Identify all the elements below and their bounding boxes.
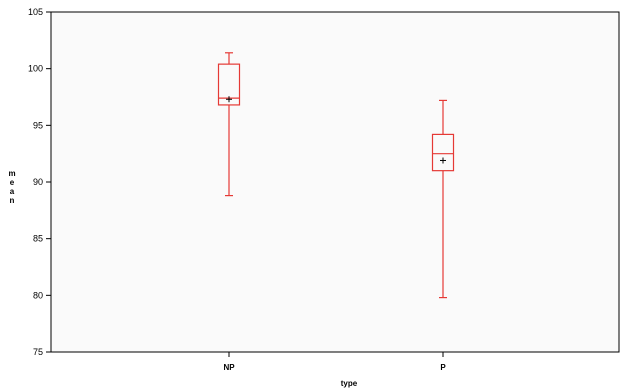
- y-tick-label-90: 90: [33, 177, 43, 187]
- x-tick-label-P: P: [440, 363, 446, 372]
- iqr-box-NP: [217, 63, 241, 106]
- y-tick-label-95: 95: [33, 120, 43, 130]
- y-axis: 75 80 85 90 95 100 105: [28, 7, 51, 357]
- y-tick-label-105: 105: [28, 7, 43, 17]
- x-axis-title: type: [341, 379, 358, 388]
- iqr-box-P: [431, 133, 455, 172]
- plot-area: [50, 11, 620, 353]
- y-tick-label-80: 80: [33, 290, 43, 300]
- y-tick-label-85: 85: [33, 234, 43, 244]
- box-NP: [217, 52, 241, 197]
- y-tick-label-75: 75: [33, 347, 43, 357]
- box-plots: [217, 52, 455, 299]
- box-P: [431, 99, 455, 299]
- x-tick-label-NP: NP: [223, 363, 235, 372]
- x-axis: NP P: [223, 352, 446, 372]
- y-tick-label-100: 100: [28, 64, 43, 74]
